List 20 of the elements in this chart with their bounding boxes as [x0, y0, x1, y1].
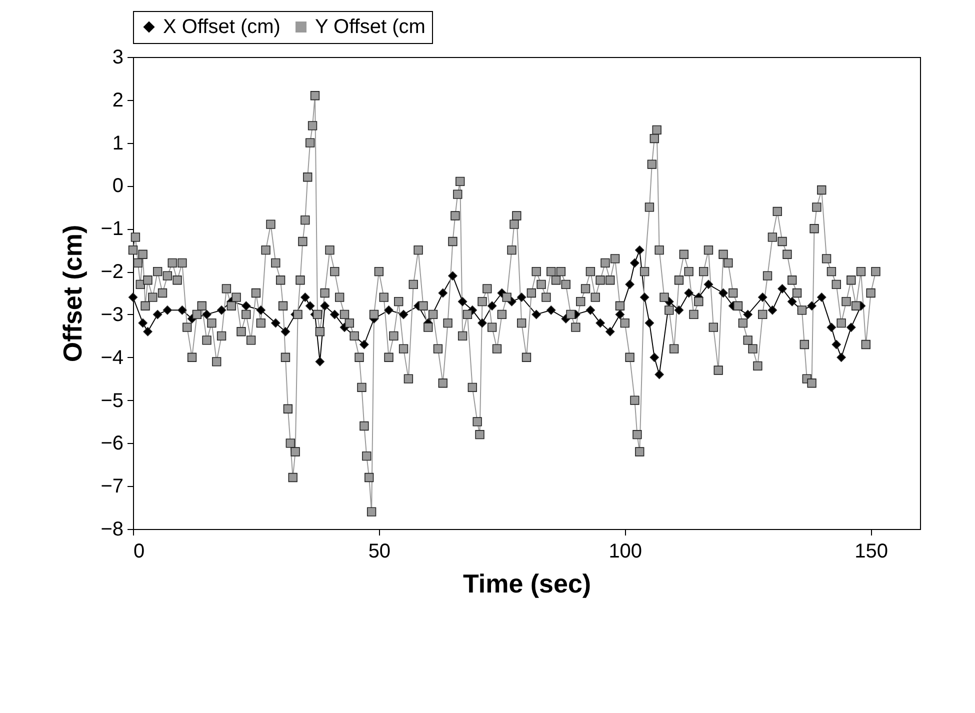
x-tick-label: 50 — [368, 540, 391, 562]
y-tick-label: −5 — [100, 390, 124, 412]
y-axis-title: Offset (cm) — [58, 224, 88, 362]
legend-label: Y Offset (cm — [315, 16, 426, 38]
legend-label: X Offset (cm) — [163, 16, 280, 38]
y-tick-label: −1 — [100, 218, 124, 240]
y-tick-label: −2 — [100, 261, 124, 284]
y-tick-label: −7 — [100, 476, 124, 498]
y-tick-label: 3 — [112, 46, 124, 68]
x-tick-label: 100 — [608, 540, 642, 562]
y-tick-label: 0 — [112, 175, 124, 198]
y-tick-label: −4 — [100, 346, 124, 369]
y-tick-label: −3 — [100, 304, 124, 326]
y-tick-label: −6 — [100, 432, 124, 455]
y-tick-label: −8 — [100, 518, 124, 540]
y-tick-label: 2 — [112, 89, 124, 112]
x-tick-label: 0 — [134, 540, 145, 562]
x-axis-title: Time (sec) — [462, 568, 592, 598]
y-tick-label: 1 — [112, 132, 124, 154]
x-tick-label: 150 — [854, 540, 888, 562]
